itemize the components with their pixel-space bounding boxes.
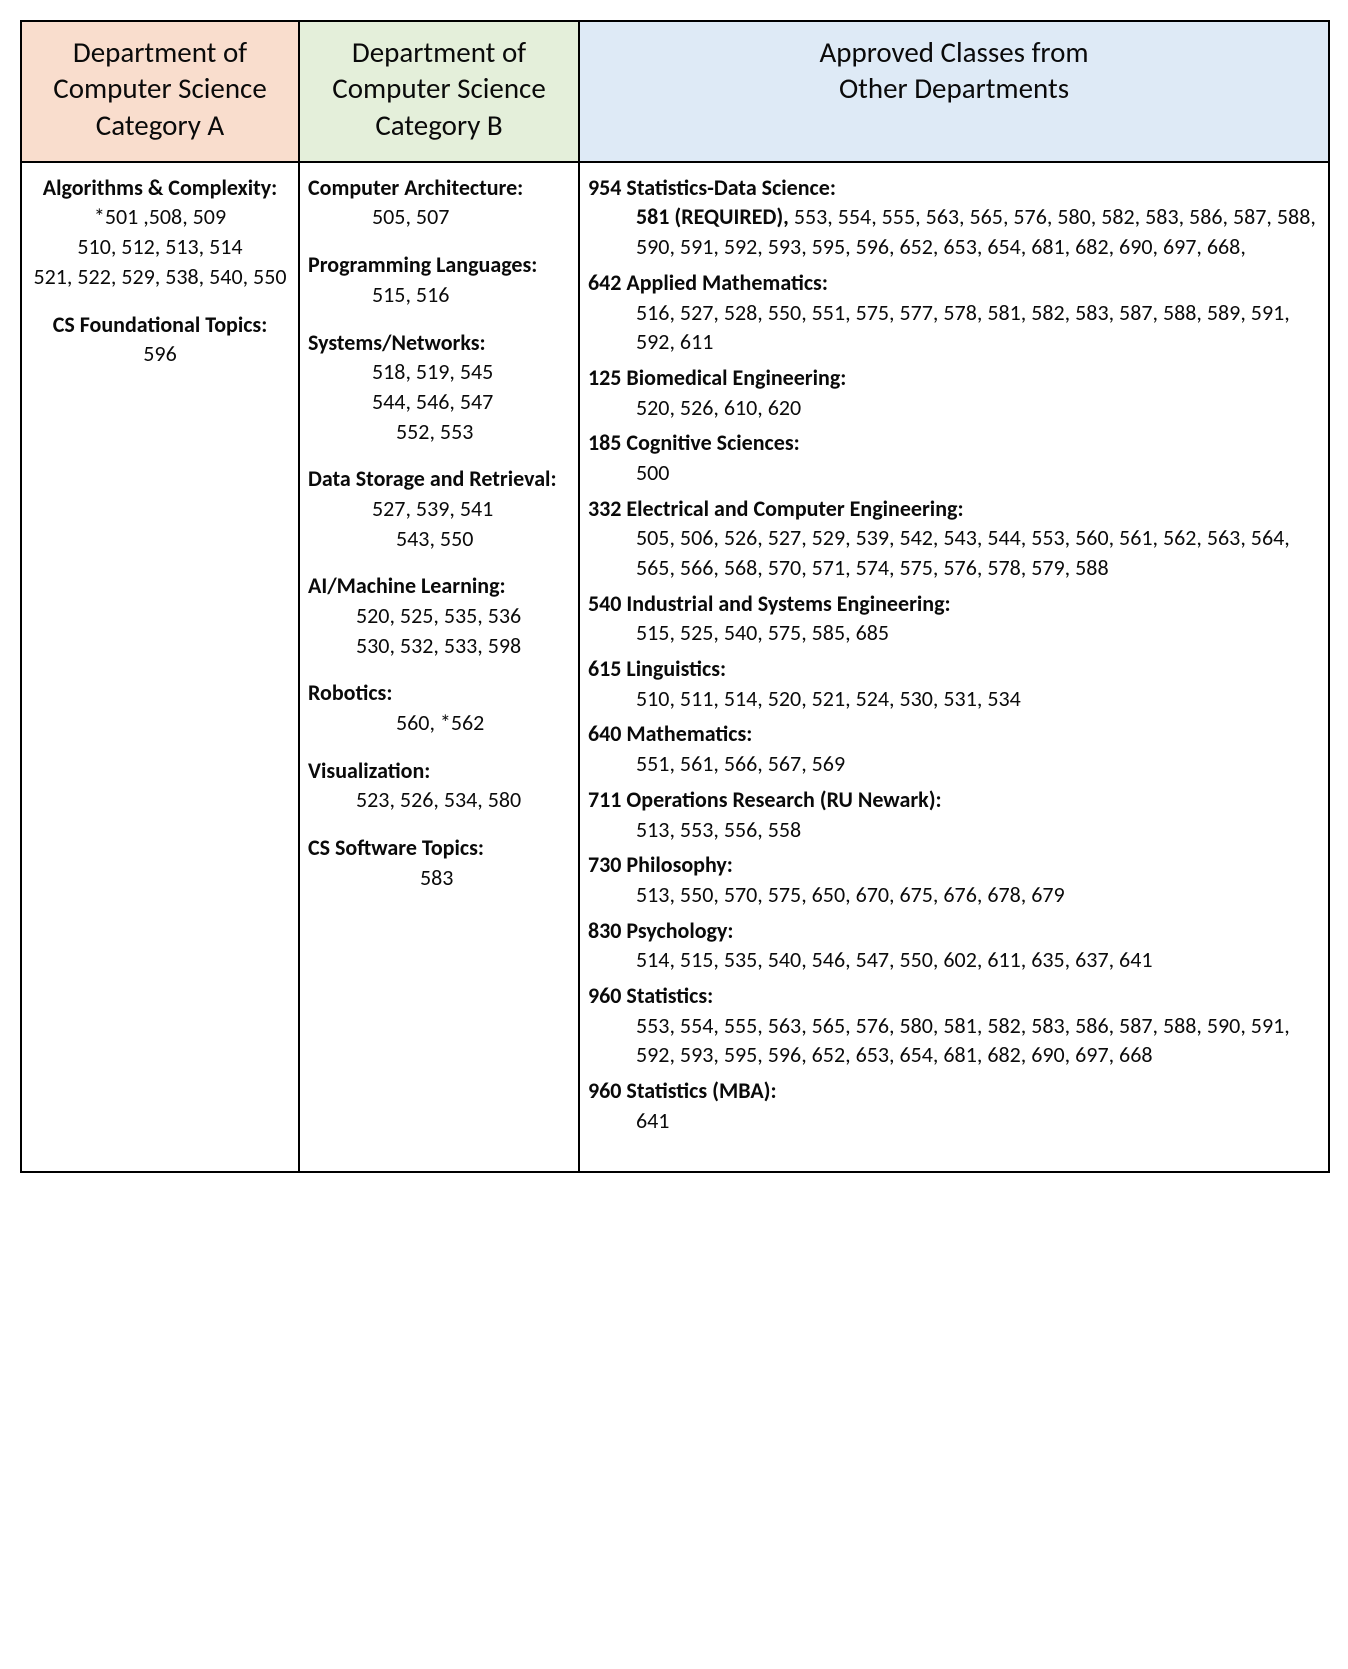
dept-applied-math: 642 Applied Mathematics: 516, 527, 528, … <box>588 268 1320 357</box>
dept-ece: 332 Electrical and Computer Engineering:… <box>588 494 1320 583</box>
data-storage-title: Data Storage and Retrieval: <box>308 465 557 492</box>
dept-ise-courses: 515, 525, 540, 575, 585, 685 <box>588 618 1320 648</box>
dept-biomed-eng-courses: 520, 526, 610, 620 <box>588 393 1320 423</box>
section-ai-ml: AI/Machine Learning: 520, 525, 535, 536 … <box>308 571 570 660</box>
data-storage-courses-1: 527, 539, 541 <box>308 494 570 524</box>
visualization-title: Visualization: <box>308 757 430 784</box>
dept-psychology-courses: 514, 515, 535, 540, 546, 547, 550, 602, … <box>588 945 1320 975</box>
header-a-line3: Category A <box>96 107 224 143</box>
dept-cog-sci-courses: 500 <box>588 458 1320 488</box>
ai-ml-courses-1: 520, 525, 535, 536 <box>308 601 570 631</box>
prog-lang-title: Programming Languages: <box>308 251 537 278</box>
cell-category-a: Algorithms & Complexity: *501 ,508, 509 … <box>21 162 299 1173</box>
systems-title: Systems/Networks: <box>308 329 486 356</box>
cell-category-b: Computer Architecture: 505, 507 Programm… <box>299 162 579 1173</box>
cs-foundational-courses: 596 <box>30 339 290 369</box>
course-categories-table: Department of Computer Science Category … <box>20 20 1330 1173</box>
dept-statistics-mba: 960 Statistics (MBA): 641 <box>588 1076 1320 1135</box>
algorithms-courses-1: *501 ,508, 509 <box>30 202 290 232</box>
dept-cog-sci-title: 185 Cognitive Sciences: <box>588 428 1320 458</box>
dept-philosophy: 730 Philosophy: 513, 550, 570, 575, 650,… <box>588 850 1320 909</box>
dept-or-courses: 513, 553, 556, 558 <box>588 815 1320 845</box>
systems-courses-3: 552, 553 <box>308 417 570 447</box>
section-cs-software: CS Software Topics: 583 <box>308 833 570 892</box>
dept-cog-sci: 185 Cognitive Sciences: 500 <box>588 428 1320 487</box>
cs-software-courses: 583 <box>308 863 570 893</box>
data-storage-courses-2: 543, 550 <box>308 524 570 554</box>
architecture-title: Computer Architecture: <box>308 174 523 201</box>
header-b-line2: Computer Science <box>332 70 546 106</box>
cs-software-title: CS Software Topics: <box>308 834 484 861</box>
dept-mathematics-courses: 551, 561, 566, 567, 569 <box>588 749 1320 779</box>
robotics-title: Robotics: <box>308 679 392 706</box>
header-category-a: Department of Computer Science Category … <box>21 21 299 162</box>
dept-stats-ds-courses: 581 (REQUIRED), 553, 554, 555, 563, 565,… <box>588 202 1320 261</box>
dept-stats-ds-title: 954 Statistics-Data Science: <box>588 173 1320 203</box>
dept-psychology-title: 830 Psychology: <box>588 916 1320 946</box>
dept-statistics-courses: 553, 554, 555, 563, 565, 576, 580, 581, … <box>588 1011 1320 1070</box>
dept-mathematics: 640 Mathematics: 551, 561, 566, 567, 569 <box>588 719 1320 778</box>
header-a-line1: Department of <box>73 34 247 70</box>
section-systems: Systems/Networks: 518, 519, 545 544, 546… <box>308 328 570 447</box>
dept-psychology: 830 Psychology: 514, 515, 535, 540, 546,… <box>588 916 1320 975</box>
header-category-b: Department of Computer Science Category … <box>299 21 579 162</box>
robotics-courses: 560, *562 <box>308 708 570 738</box>
header-b-line1: Department of <box>352 34 526 70</box>
dept-ise: 540 Industrial and Systems Engineering: … <box>588 589 1320 648</box>
body-row: Algorithms & Complexity: *501 ,508, 509 … <box>21 162 1329 1173</box>
cell-other-departments: 954 Statistics-Data Science: 581 (REQUIR… <box>579 162 1329 1173</box>
dept-applied-math-title: 642 Applied Mathematics: <box>588 268 1320 298</box>
dept-mathematics-title: 640 Mathematics: <box>588 719 1320 749</box>
visualization-courses: 523, 526, 534, 580 <box>308 785 570 815</box>
header-c-line2: Other Departments <box>839 70 1069 106</box>
dept-ise-title: 540 Industrial and Systems Engineering: <box>588 589 1320 619</box>
systems-courses-1: 518, 519, 545 <box>308 357 570 387</box>
dept-statistics-mba-title: 960 Statistics (MBA): <box>588 1076 1320 1106</box>
dept-linguistics-title: 615 Linguistics: <box>588 654 1320 684</box>
section-robotics: Robotics: 560, *562 <box>308 678 570 737</box>
dept-statistics-mba-courses: 641 <box>588 1106 1320 1136</box>
algorithms-courses-2: 510, 512, 513, 514 <box>30 232 290 262</box>
header-row: Department of Computer Science Category … <box>21 21 1329 162</box>
architecture-courses: 505, 507 <box>308 202 570 232</box>
header-a-line2: Computer Science <box>53 70 267 106</box>
dept-linguistics-courses: 510, 511, 514, 520, 521, 524, 530, 531, … <box>588 684 1320 714</box>
cs-foundational-title: CS Foundational Topics: <box>53 311 268 338</box>
header-other-departments: Approved Classes from Other Departments <box>579 21 1329 162</box>
dept-philosophy-courses: 513, 550, 570, 575, 650, 670, 675, 676, … <box>588 880 1320 910</box>
header-c-line1: Approved Classes from <box>819 34 1088 70</box>
dept-or-title: 711 Operations Research (RU Newark): <box>588 785 1320 815</box>
dept-statistics-title: 960 Statistics: <box>588 981 1320 1011</box>
dept-biomed-eng-title: 125 Biomedical Engineering: <box>588 363 1320 393</box>
dept-ece-title: 332 Electrical and Computer Engineering: <box>588 494 1320 524</box>
section-cs-foundational: CS Foundational Topics: 596 <box>30 310 290 369</box>
systems-courses-2: 544, 546, 547 <box>308 387 570 417</box>
dept-stats-ds-required: 581 (REQUIRED), <box>636 203 789 230</box>
section-prog-lang: Programming Languages: 515, 516 <box>308 250 570 309</box>
section-visualization: Visualization: 523, 526, 534, 580 <box>308 756 570 815</box>
dept-statistics: 960 Statistics: 553, 554, 555, 563, 565,… <box>588 981 1320 1070</box>
section-algorithms-title: Algorithms & Complexity: <box>43 174 278 201</box>
section-architecture: Computer Architecture: 505, 507 <box>308 173 570 232</box>
section-algorithms: Algorithms & Complexity: *501 ,508, 509 … <box>30 173 290 292</box>
dept-linguistics: 615 Linguistics: 510, 511, 514, 520, 521… <box>588 654 1320 713</box>
dept-ece-courses: 505, 506, 526, 527, 529, 539, 542, 543, … <box>588 523 1320 582</box>
dept-applied-math-courses: 516, 527, 528, 550, 551, 575, 577, 578, … <box>588 298 1320 357</box>
algorithms-courses-3: 521, 522, 529, 538, 540, 550 <box>30 262 290 292</box>
dept-biomed-eng: 125 Biomedical Engineering: 520, 526, 61… <box>588 363 1320 422</box>
header-b-line3: Category B <box>375 107 502 143</box>
ai-ml-title: AI/Machine Learning: <box>308 572 506 599</box>
dept-stats-ds: 954 Statistics-Data Science: 581 (REQUIR… <box>588 173 1320 262</box>
dept-philosophy-title: 730 Philosophy: <box>588 850 1320 880</box>
dept-operations-research: 711 Operations Research (RU Newark): 513… <box>588 785 1320 844</box>
section-data-storage: Data Storage and Retrieval: 527, 539, 54… <box>308 464 570 553</box>
ai-ml-courses-2: 530, 532, 533, 598 <box>308 631 570 661</box>
prog-lang-courses: 515, 516 <box>308 280 570 310</box>
